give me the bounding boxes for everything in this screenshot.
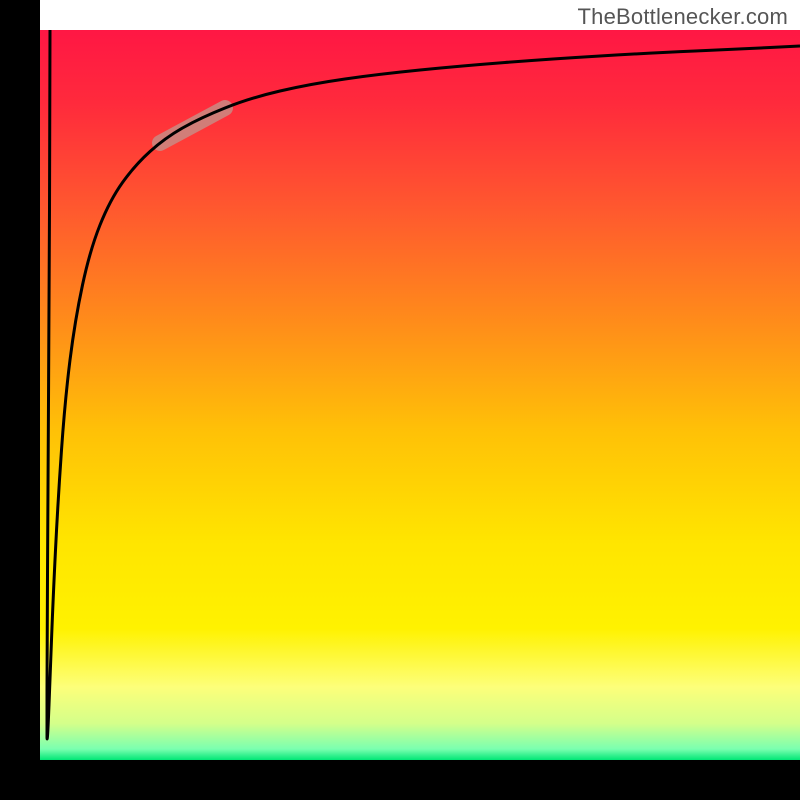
border-bottom — [0, 760, 800, 800]
chart-canvas: TheBottlenecker.com — [0, 0, 800, 800]
chart-svg — [0, 0, 800, 800]
border-left — [0, 0, 40, 800]
attribution-text: TheBottlenecker.com — [578, 4, 788, 30]
